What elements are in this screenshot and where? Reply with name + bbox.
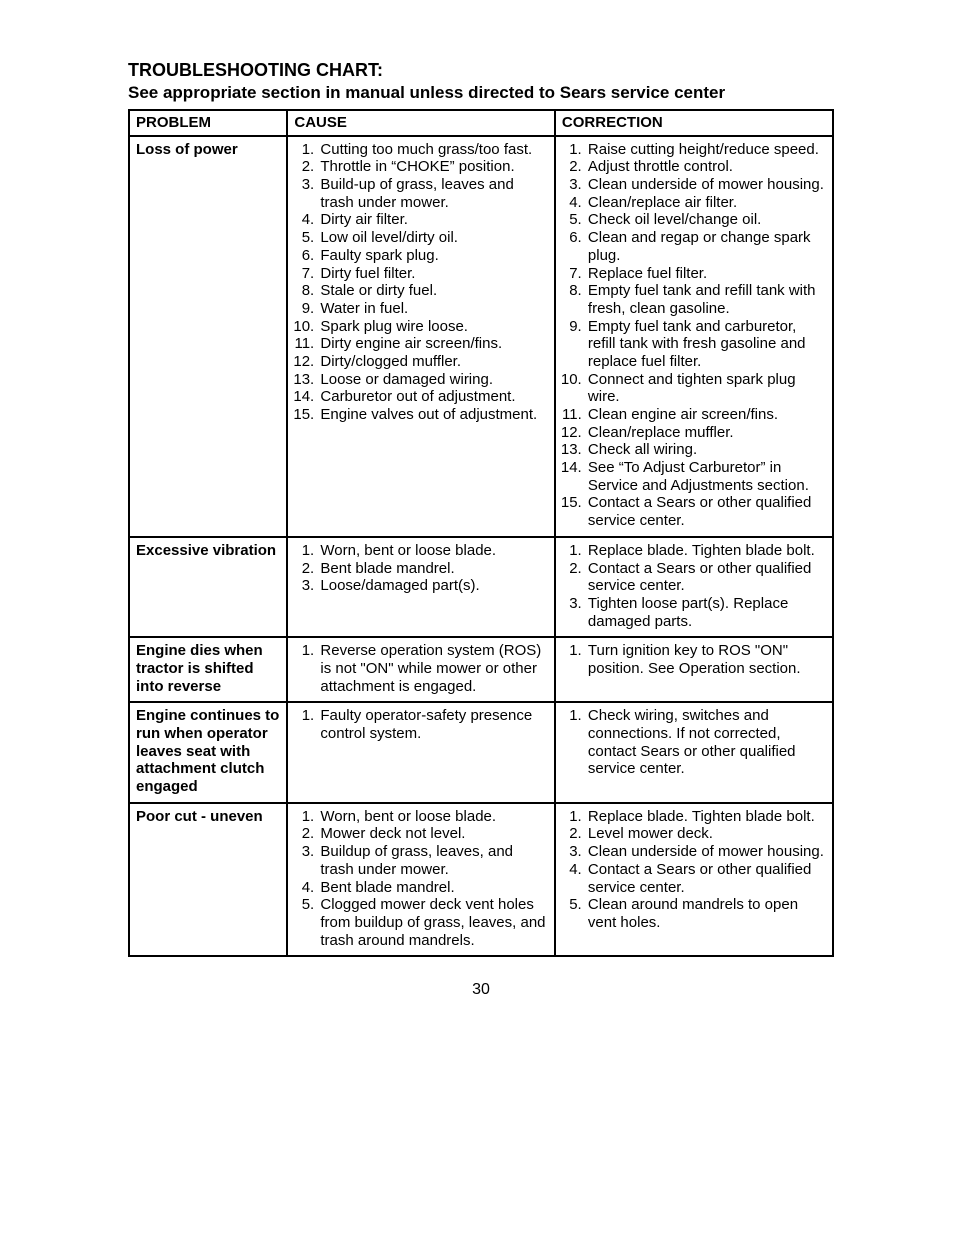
correction-item: Replace blade. Tighten blade bolt. xyxy=(586,808,826,826)
correction-item: Clean around mandrels to open vent holes… xyxy=(586,896,826,931)
table-row: Poor cut - unevenWorn, bent or loose bla… xyxy=(129,803,833,957)
correction-item: Contact a Sears or other qualified servi… xyxy=(586,861,826,896)
table-row: Engine dies when tractor is shifted into… xyxy=(129,637,833,702)
correction-item: Check oil level/change oil. xyxy=(586,211,826,229)
correction-item: Level mower deck. xyxy=(586,825,826,843)
cause-item: Engine valves out of adjustment. xyxy=(318,406,548,424)
correction-item: See “To Adjust Carburetor” in Service an… xyxy=(586,459,826,494)
cause-item: Water in fuel. xyxy=(318,300,548,318)
correction-cell: Check wiring, switches and connections. … xyxy=(555,702,833,802)
cause-item: Worn, bent or loose blade. xyxy=(318,542,548,560)
cause-cell: Worn, bent or loose blade.Bent blade man… xyxy=(287,537,555,637)
cause-cell: Cutting too much grass/too fast.Throttle… xyxy=(287,136,555,537)
table-row: Excessive vibrationWorn, bent or loose b… xyxy=(129,537,833,637)
correction-cell: Raise cutting height/reduce speed.Adjust… xyxy=(555,136,833,537)
correction-item: Connect and tighten spark plug wire. xyxy=(586,371,826,406)
correction-item: Raise cutting height/reduce speed. xyxy=(586,141,826,159)
correction-list: Raise cutting height/reduce speed.Adjust… xyxy=(562,141,826,530)
problem-cell: Loss of power xyxy=(129,136,287,537)
cause-cell: Reverse operation system (ROS) is not "O… xyxy=(287,637,555,702)
cause-item: Dirty air filter. xyxy=(318,211,548,229)
cause-cell: Faulty operator-safety presence control … xyxy=(287,702,555,802)
correction-list: Replace blade. Tighten blade bolt.Contac… xyxy=(562,542,826,630)
cause-item: Bent blade mandrel. xyxy=(318,879,548,897)
cause-list: Worn, bent or loose blade.Mower deck not… xyxy=(294,808,548,950)
cause-item: Dirty fuel filter. xyxy=(318,265,548,283)
cause-list: Faulty operator-safety presence control … xyxy=(294,707,548,742)
correction-item: Clean and regap or change spark plug. xyxy=(586,229,826,264)
correction-item: Check all wiring. xyxy=(586,441,826,459)
page-number: 30 xyxy=(128,981,834,999)
page-container: TROUBLESHOOTING CHART: See appropriate s… xyxy=(0,0,954,1039)
cause-list: Worn, bent or loose blade.Bent blade man… xyxy=(294,542,548,595)
cause-item: Low oil level/dirty oil. xyxy=(318,229,548,247)
correction-list: Check wiring, switches and connections. … xyxy=(562,707,826,778)
cause-item: Cutting too much grass/too fast. xyxy=(318,141,548,159)
table-row: Engine continues to run when operator le… xyxy=(129,702,833,802)
header-correction: CORRECTION xyxy=(555,110,833,136)
problem-cell: Engine continues to run when operator le… xyxy=(129,702,287,802)
correction-item: Turn ignition key to ROS "ON" position. … xyxy=(586,642,826,677)
cause-item: Faulty operator-safety presence control … xyxy=(318,707,548,742)
cause-list: Reverse operation system (ROS) is not "O… xyxy=(294,642,548,695)
table-row: Loss of powerCutting too much grass/too … xyxy=(129,136,833,537)
correction-item: Empty fuel tank and carburetor, refill t… xyxy=(586,318,826,371)
cause-item: Reverse operation system (ROS) is not "O… xyxy=(318,642,548,695)
troubleshooting-table: PROBLEM CAUSE CORRECTION Loss of powerCu… xyxy=(128,109,834,957)
page-title: TROUBLESHOOTING CHART: xyxy=(128,60,834,81)
correction-item: Replace blade. Tighten blade bolt. xyxy=(586,542,826,560)
cause-item: Worn, bent or loose blade. xyxy=(318,808,548,826)
correction-item: Empty fuel tank and refill tank with fre… xyxy=(586,282,826,317)
cause-item: Dirty engine air screen/fins. xyxy=(318,335,548,353)
problem-cell: Engine dies when tractor is shifted into… xyxy=(129,637,287,702)
correction-item: Replace fuel filter. xyxy=(586,265,826,283)
correction-item: Clean engine air screen/fins. xyxy=(586,406,826,424)
correction-list: Replace blade. Tighten blade bolt.Level … xyxy=(562,808,826,932)
page-subtitle: See appropriate section in manual unless… xyxy=(128,83,834,103)
cause-item: Clogged mower deck vent holes from build… xyxy=(318,896,548,949)
problem-cell: Poor cut - uneven xyxy=(129,803,287,957)
cause-item: Spark plug wire loose. xyxy=(318,318,548,336)
correction-item: Adjust throttle control. xyxy=(586,158,826,176)
cause-list: Cutting too much grass/too fast.Throttle… xyxy=(294,141,548,424)
correction-list: Turn ignition key to ROS "ON" position. … xyxy=(562,642,826,677)
correction-cell: Turn ignition key to ROS "ON" position. … xyxy=(555,637,833,702)
problem-cell: Excessive vibration xyxy=(129,537,287,637)
header-problem: PROBLEM xyxy=(129,110,287,136)
cause-item: Dirty/clogged muffler. xyxy=(318,353,548,371)
correction-cell: Replace blade. Tighten blade bolt.Level … xyxy=(555,803,833,957)
correction-item: Clean underside of mower housing. xyxy=(586,843,826,861)
correction-cell: Replace blade. Tighten blade bolt.Contac… xyxy=(555,537,833,637)
correction-item: Clean/replace muffler. xyxy=(586,424,826,442)
cause-item: Bent blade mandrel. xyxy=(318,560,548,578)
table-header-row: PROBLEM CAUSE CORRECTION xyxy=(129,110,833,136)
correction-item: Clean underside of mower housing. xyxy=(586,176,826,194)
correction-item: Contact a Sears or other qualified servi… xyxy=(586,560,826,595)
header-cause: CAUSE xyxy=(287,110,555,136)
table-body: Loss of powerCutting too much grass/too … xyxy=(129,136,833,957)
cause-item: Loose/damaged part(s). xyxy=(318,577,548,595)
cause-item: Buildup of grass, leaves, and trash unde… xyxy=(318,843,548,878)
cause-item: Stale or dirty fuel. xyxy=(318,282,548,300)
cause-item: Carburetor out of adjustment. xyxy=(318,388,548,406)
cause-cell: Worn, bent or loose blade.Mower deck not… xyxy=(287,803,555,957)
correction-item: Clean/replace air filter. xyxy=(586,194,826,212)
cause-item: Mower deck not level. xyxy=(318,825,548,843)
cause-item: Build-up of grass, leaves and trash unde… xyxy=(318,176,548,211)
correction-item: Check wiring, switches and connections. … xyxy=(586,707,826,778)
cause-item: Faulty spark plug. xyxy=(318,247,548,265)
correction-item: Contact a Sears or other qualified servi… xyxy=(586,494,826,529)
cause-item: Loose or damaged wiring. xyxy=(318,371,548,389)
cause-item: Throttle in “CHOKE” position. xyxy=(318,158,548,176)
correction-item: Tighten loose part(s). Replace damaged p… xyxy=(586,595,826,630)
